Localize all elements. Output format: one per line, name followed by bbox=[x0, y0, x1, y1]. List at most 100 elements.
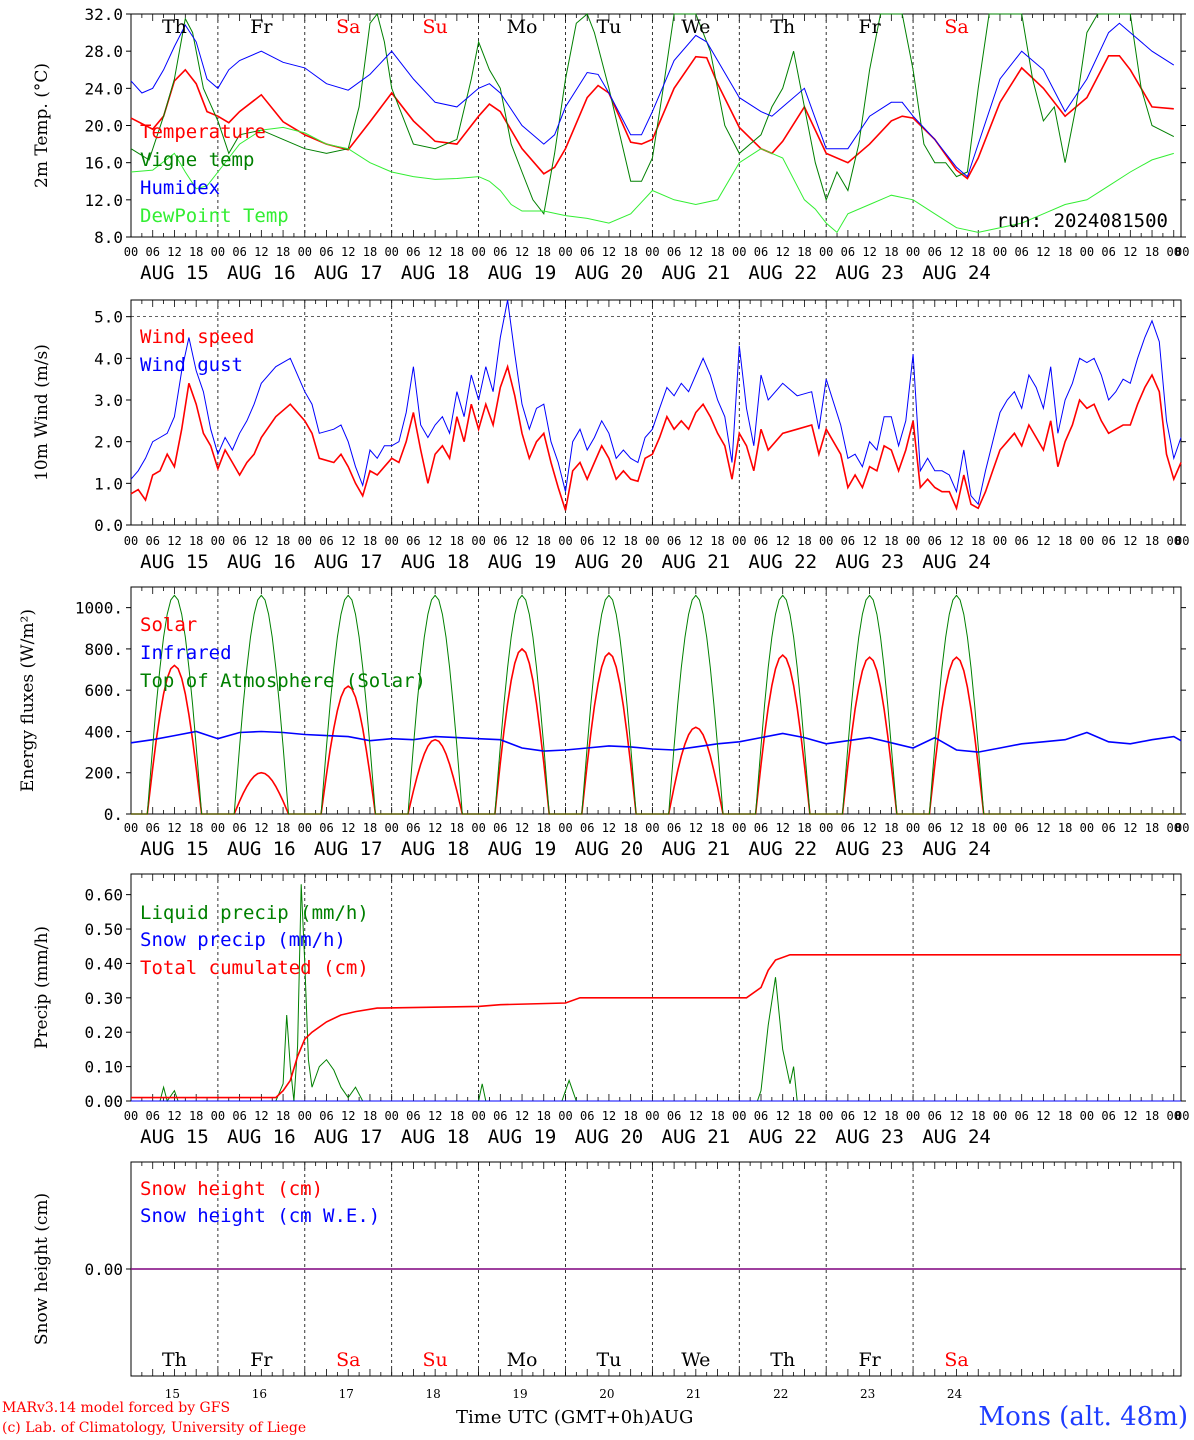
hour-tick-label: 00 bbox=[819, 821, 833, 835]
hour-tick-label: 00 bbox=[1167, 821, 1181, 835]
panel-2: 0.0 1.0 2.0 3.0 4.0 5.0 10m Wind (m/s) Wind spe… bbox=[32, 299, 1189, 573]
date-label: AUG 20 bbox=[575, 262, 644, 284]
hour-tick-label: 18 bbox=[1058, 821, 1072, 835]
hour-tick-label: 12 bbox=[515, 821, 529, 835]
hour-tick-label: 00 bbox=[1175, 821, 1189, 835]
hour-tick-label: 06 bbox=[1101, 821, 1115, 835]
hour-tick-label: 12 bbox=[254, 534, 268, 548]
hour-tick-label: 12 bbox=[428, 1109, 442, 1123]
hour-tick-label: 00 bbox=[993, 245, 1007, 259]
hour-tick-label: 12 bbox=[254, 245, 268, 259]
weekday-label-bottom: Th bbox=[770, 1349, 795, 1371]
hour-tick-label: 00 bbox=[211, 534, 225, 548]
weekday-label-bottom: We bbox=[681, 1349, 710, 1371]
hour-tick-label: 18 bbox=[1145, 245, 1159, 259]
hour-tick-label: 00 bbox=[819, 534, 833, 548]
legend-entry: Humidex bbox=[140, 177, 220, 199]
model-credit: MARv3.14 model forced by GFS bbox=[2, 1400, 231, 1416]
hour-tick-label: 06 bbox=[754, 821, 768, 835]
series-temperature bbox=[130, 55, 1174, 180]
hour-tick-label: 06 bbox=[319, 245, 333, 259]
y-tick-label: 0.00 bbox=[84, 1260, 123, 1279]
plot-frame bbox=[130, 299, 1182, 526]
date-label: AUG 16 bbox=[227, 1126, 296, 1148]
hour-tick-label: 06 bbox=[667, 821, 681, 835]
hour-tick-label: 06 bbox=[145, 245, 159, 259]
weekday-label-bottom: Th bbox=[162, 1349, 187, 1371]
hour-tick-label: 00 bbox=[384, 821, 398, 835]
hour-tick-label: 18 bbox=[537, 245, 551, 259]
day-number-label: 23 bbox=[860, 1387, 875, 1401]
hour-tick-label: 06 bbox=[493, 1109, 507, 1123]
hour-tick-label: 12 bbox=[515, 1109, 529, 1123]
series-dewpoint-temp bbox=[130, 126, 1174, 234]
date-label: AUG 19 bbox=[488, 838, 557, 860]
hour-tick-label: 06 bbox=[232, 245, 246, 259]
hour-tick-label: 06 bbox=[841, 245, 855, 259]
y-tick-label: 0.10 bbox=[84, 1058, 123, 1077]
hour-tick-label: 00 bbox=[211, 1109, 225, 1123]
x-axis-title: Time UTC (GMT+0h)AUG bbox=[456, 1407, 694, 1428]
hour-tick-label: 12 bbox=[689, 245, 703, 259]
legend-entry: Infrared bbox=[140, 642, 232, 664]
hour-tick-label: 06 bbox=[493, 821, 507, 835]
hour-tick-label: 12 bbox=[254, 821, 268, 835]
hour-tick-label: 00 bbox=[124, 534, 138, 548]
y-tick-label: 5.0 bbox=[94, 308, 123, 327]
y-axis-label: Snow height (cm) bbox=[32, 1193, 52, 1345]
station-name: Mons (alt. 48m) bbox=[978, 1402, 1188, 1432]
date-label: AUG 22 bbox=[748, 838, 817, 860]
hour-tick-label: 00 bbox=[732, 245, 746, 259]
hour-tick-label: 00 bbox=[732, 821, 746, 835]
date-label: AUG 16 bbox=[227, 551, 296, 573]
hour-tick-label: 12 bbox=[775, 1109, 789, 1123]
hour-tick-label: 18 bbox=[971, 245, 985, 259]
hour-tick-label: 06 bbox=[667, 534, 681, 548]
hour-tick-label: 00 bbox=[645, 534, 659, 548]
date-label: AUG 18 bbox=[401, 262, 470, 284]
date-label: AUG 24 bbox=[922, 551, 991, 573]
day-number-label: 22 bbox=[773, 1387, 788, 1401]
weekday-label-bottom: Mo bbox=[507, 1349, 538, 1371]
run-label: run: 2024081500 bbox=[996, 210, 1168, 232]
y-tick-label: 4.0 bbox=[94, 349, 123, 368]
date-label: AUG 20 bbox=[575, 838, 644, 860]
hour-tick-label: 06 bbox=[580, 534, 594, 548]
hour-tick-label: 18 bbox=[623, 245, 637, 259]
weekday-label-top: We bbox=[681, 16, 710, 38]
hour-tick-label: 06 bbox=[928, 821, 942, 835]
y-axis-label: 10m Wind (m/s) bbox=[32, 344, 52, 481]
y-tick-label: 1000. bbox=[75, 599, 123, 618]
hour-tick-label: 06 bbox=[319, 534, 333, 548]
weekday-label-top: Tu bbox=[596, 16, 621, 38]
weekday-label-top: Th bbox=[162, 16, 187, 38]
y-tick-label: 0.60 bbox=[84, 886, 123, 905]
date-label: AUG 16 bbox=[227, 262, 296, 284]
date-label: AUG 18 bbox=[401, 551, 470, 573]
y-axis-label: Precip (mm/h) bbox=[32, 926, 52, 1049]
hour-tick-label: 00 bbox=[993, 821, 1007, 835]
hour-tick-label: 00 bbox=[471, 245, 485, 259]
hour-tick-label: 06 bbox=[1014, 245, 1028, 259]
hour-tick-label: 18 bbox=[537, 1109, 551, 1123]
hour-tick-label: 00 bbox=[471, 821, 485, 835]
legend-entry: Wind speed bbox=[140, 326, 254, 348]
date-label: AUG 22 bbox=[748, 1126, 817, 1148]
hour-tick-label: 12 bbox=[862, 245, 876, 259]
hour-tick-label: 06 bbox=[232, 821, 246, 835]
hour-tick-label: 18 bbox=[276, 534, 290, 548]
legend-entry: Top of Atmosphere (Solar) bbox=[140, 670, 426, 692]
hour-tick-label: 06 bbox=[1014, 1109, 1028, 1123]
legend-entry: Snow height (cm W.E.) bbox=[140, 1205, 380, 1227]
hour-tick-label: 06 bbox=[1101, 245, 1115, 259]
hour-tick-label: 12 bbox=[862, 821, 876, 835]
hour-tick-label: 06 bbox=[1014, 534, 1028, 548]
hour-tick-label: 18 bbox=[189, 1109, 203, 1123]
weekday-label-bottom: Fr bbox=[250, 1349, 273, 1371]
hour-tick-label: 06 bbox=[928, 534, 942, 548]
hour-tick-label: 06 bbox=[841, 1109, 855, 1123]
legend-entry: Wind gust bbox=[140, 354, 243, 376]
hour-tick-label: 12 bbox=[949, 245, 963, 259]
hour-tick-label: 12 bbox=[1036, 821, 1050, 835]
